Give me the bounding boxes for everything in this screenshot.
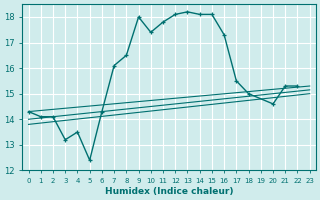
X-axis label: Humidex (Indice chaleur): Humidex (Indice chaleur): [105, 187, 233, 196]
